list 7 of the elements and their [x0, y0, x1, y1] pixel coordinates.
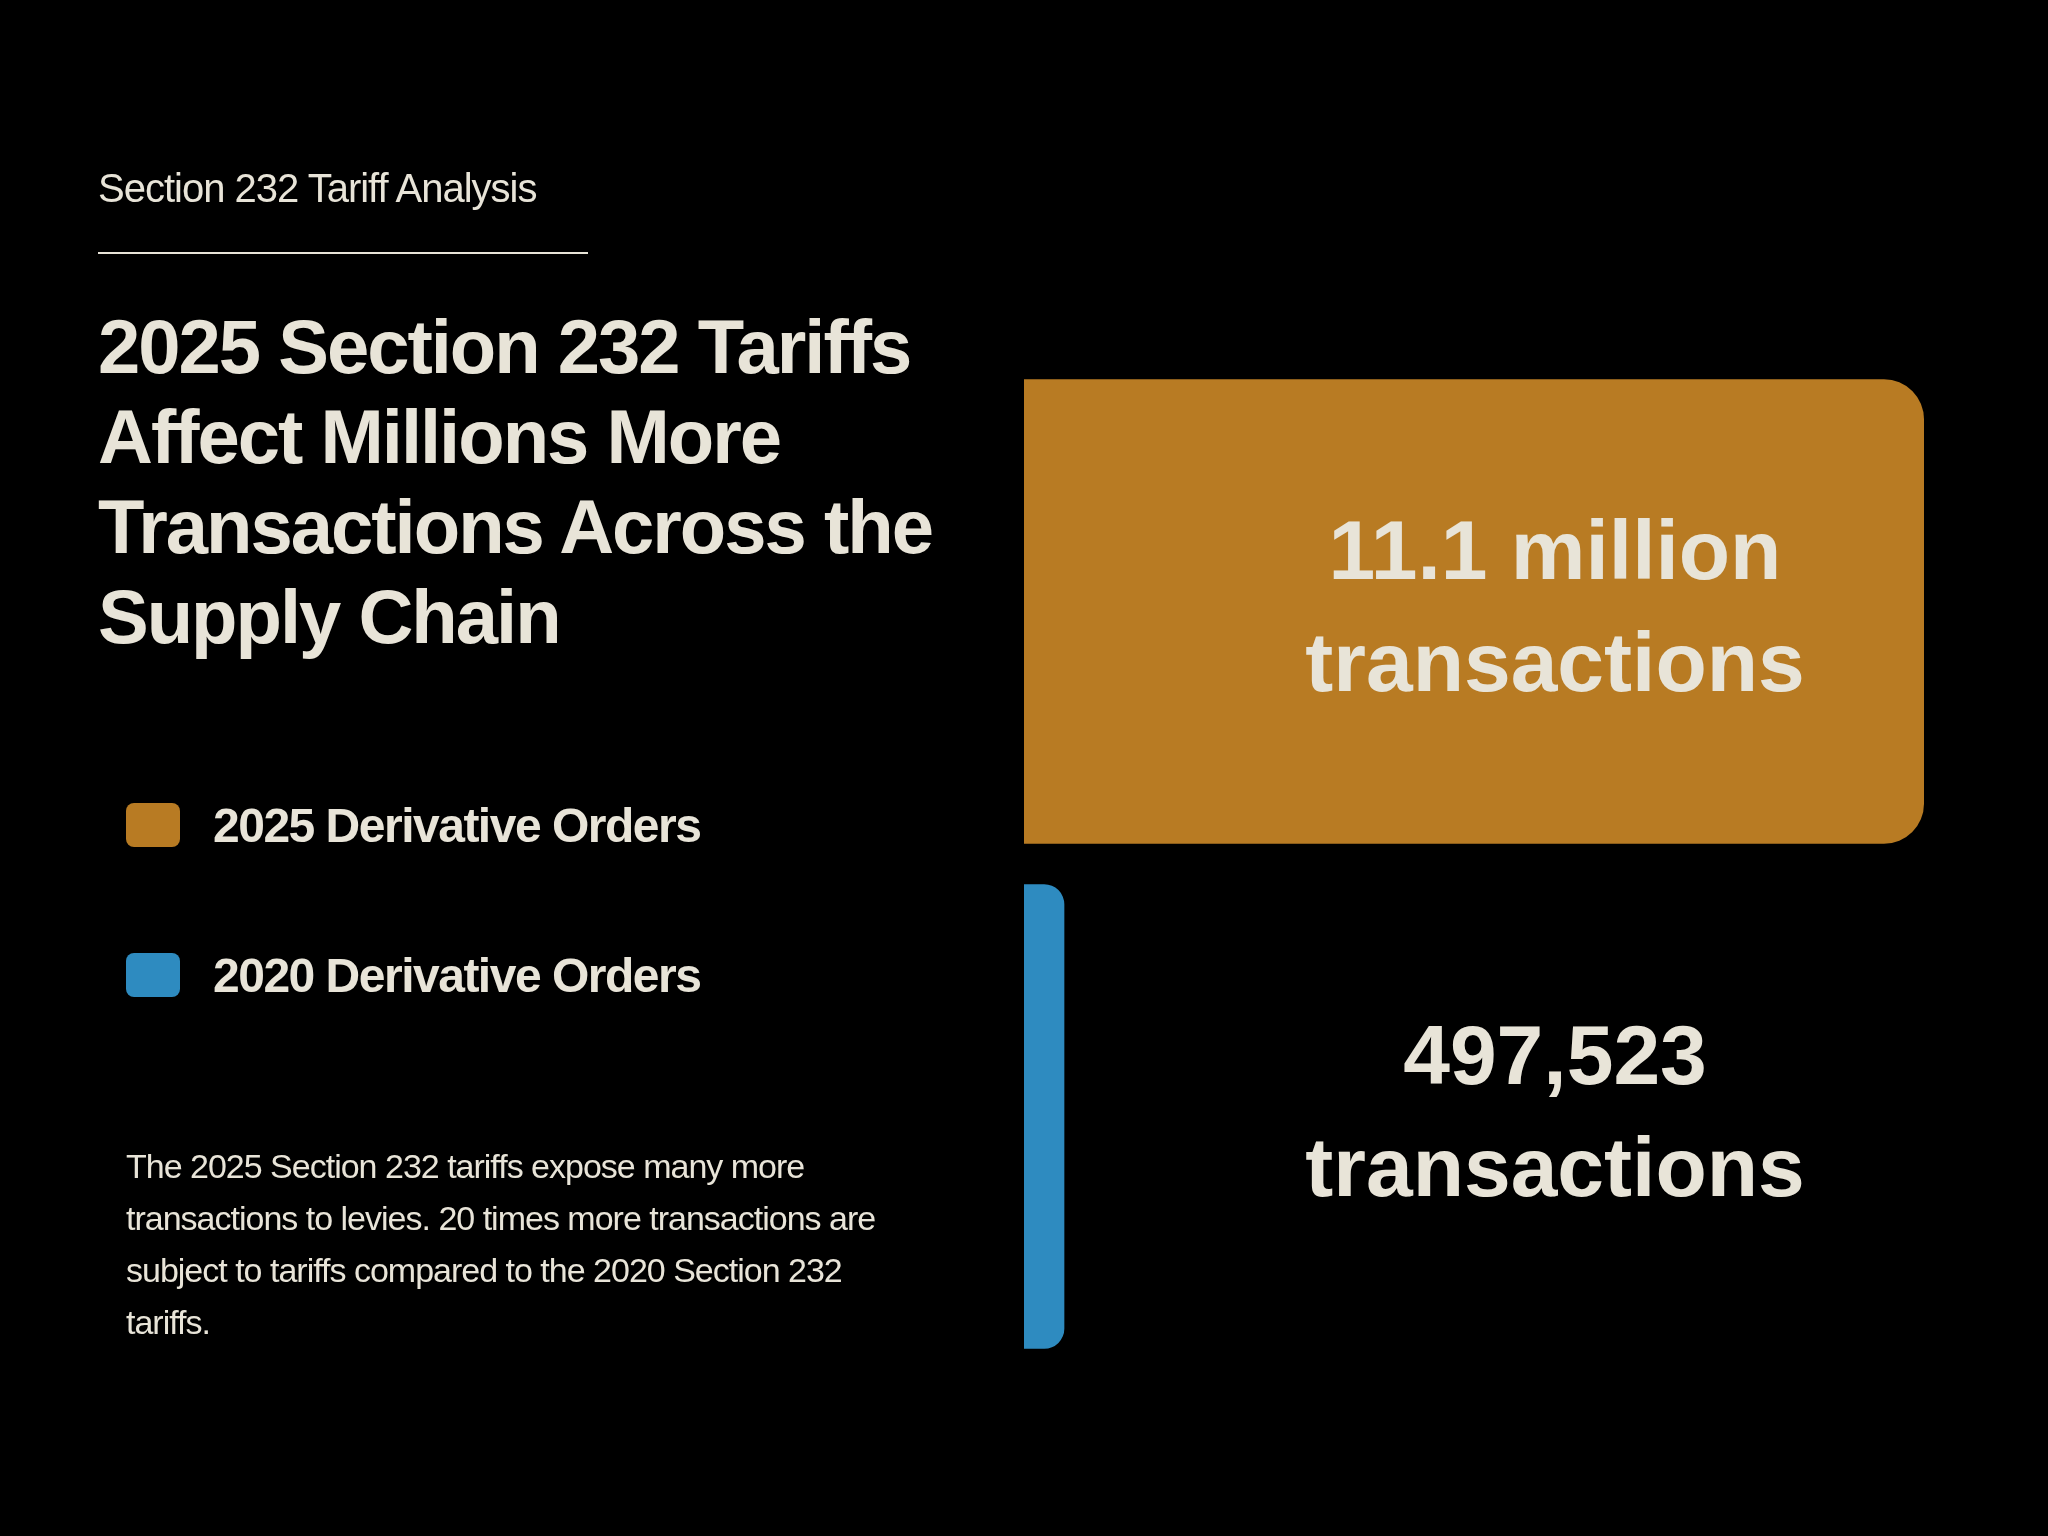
text: 2025 Section 232 Tariffs Affect Millions More Transactions Across the Supply Chain — [98, 303, 933, 661]
legend-label: 2025 Derivative Orders — [213, 797, 701, 853]
data-label: 497,523 transactions — [1305, 1007, 1805, 1214]
text: Section 232 Tariff Analysis — [98, 166, 537, 211]
legend-label: 2020 Derivative Orders — [213, 947, 701, 1003]
data-label: 11.1 million transactions — [1305, 502, 1805, 709]
text: The 2025 Section 232 tariffs expose many more transactions to levies. 20 times more transactions are subject to tariffs compared to the 2020 Section 232 tariffs. — [126, 1146, 877, 1343]
